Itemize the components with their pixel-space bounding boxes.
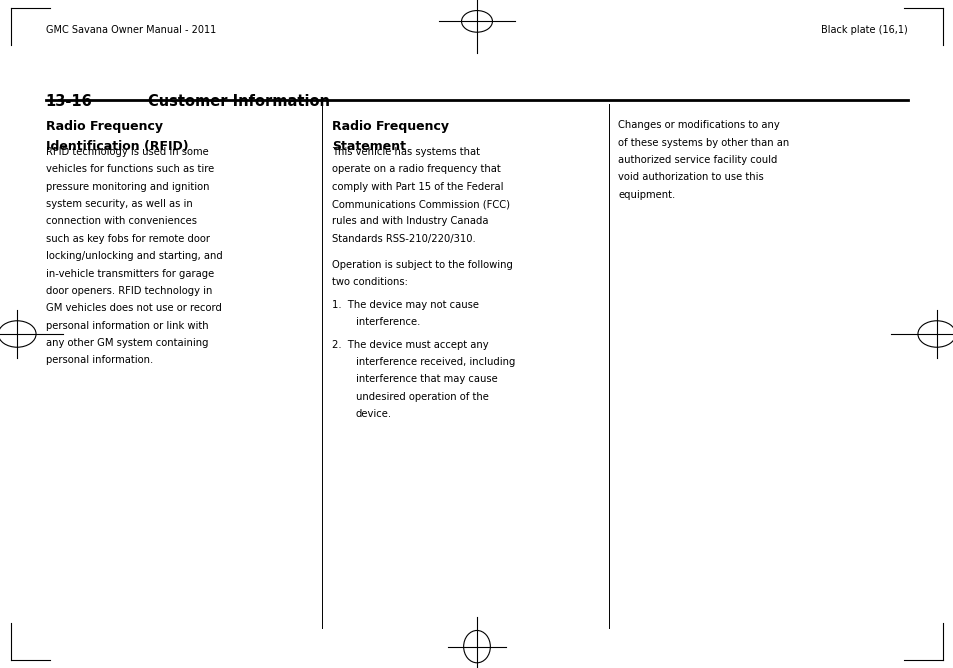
Text: This vehicle has systems that: This vehicle has systems that bbox=[332, 147, 479, 157]
Text: Changes or modifications to any: Changes or modifications to any bbox=[618, 120, 780, 130]
Text: vehicles for functions such as tire: vehicles for functions such as tire bbox=[46, 164, 213, 174]
Text: Radio Frequency: Radio Frequency bbox=[46, 120, 163, 133]
Text: Communications Commission (FCC): Communications Commission (FCC) bbox=[332, 199, 510, 209]
Text: system security, as well as in: system security, as well as in bbox=[46, 199, 193, 209]
Text: GMC Savana Owner Manual - 2011: GMC Savana Owner Manual - 2011 bbox=[46, 25, 215, 35]
Text: two conditions:: two conditions: bbox=[332, 277, 408, 287]
Text: Identification (RFID): Identification (RFID) bbox=[46, 140, 189, 153]
Text: equipment.: equipment. bbox=[618, 190, 675, 200]
Text: comply with Part 15 of the Federal: comply with Part 15 of the Federal bbox=[332, 182, 503, 192]
Text: device.: device. bbox=[355, 409, 392, 420]
Text: 1.  The device may not cause: 1. The device may not cause bbox=[332, 300, 478, 310]
Text: 2.  The device must accept any: 2. The device must accept any bbox=[332, 340, 488, 350]
Text: pressure monitoring and ignition: pressure monitoring and ignition bbox=[46, 182, 209, 192]
Text: locking/unlocking and starting, and: locking/unlocking and starting, and bbox=[46, 251, 222, 261]
Text: 13-16: 13-16 bbox=[46, 94, 92, 108]
Text: Operation is subject to the following: Operation is subject to the following bbox=[332, 260, 513, 270]
Text: such as key fobs for remote door: such as key fobs for remote door bbox=[46, 234, 210, 244]
Text: GM vehicles does not use or record: GM vehicles does not use or record bbox=[46, 303, 221, 313]
Text: Standards RSS-210/220/310.: Standards RSS-210/220/310. bbox=[332, 234, 476, 244]
Text: undesired operation of the: undesired operation of the bbox=[355, 392, 488, 402]
Text: operate on a radio frequency that: operate on a radio frequency that bbox=[332, 164, 500, 174]
Text: Radio Frequency: Radio Frequency bbox=[332, 120, 449, 133]
Text: Statement: Statement bbox=[332, 140, 406, 153]
Text: in-vehicle transmitters for garage: in-vehicle transmitters for garage bbox=[46, 269, 213, 279]
Text: personal information or link with: personal information or link with bbox=[46, 321, 208, 331]
Text: any other GM system containing: any other GM system containing bbox=[46, 338, 208, 348]
Text: void authorization to use this: void authorization to use this bbox=[618, 172, 763, 182]
Text: Customer Information: Customer Information bbox=[148, 94, 330, 108]
Text: interference that may cause: interference that may cause bbox=[355, 375, 497, 385]
Text: interference received, including: interference received, including bbox=[355, 357, 515, 367]
Text: authorized service facility could: authorized service facility could bbox=[618, 155, 777, 165]
Text: connection with conveniences: connection with conveniences bbox=[46, 216, 196, 226]
Text: interference.: interference. bbox=[355, 317, 419, 327]
Text: door openers. RFID technology in: door openers. RFID technology in bbox=[46, 286, 212, 296]
Text: rules and with Industry Canada: rules and with Industry Canada bbox=[332, 216, 488, 226]
Text: Black plate (16,1): Black plate (16,1) bbox=[821, 25, 907, 35]
Text: RFID technology is used in some: RFID technology is used in some bbox=[46, 147, 209, 157]
Text: of these systems by other than an: of these systems by other than an bbox=[618, 138, 789, 148]
Text: personal information.: personal information. bbox=[46, 355, 152, 365]
